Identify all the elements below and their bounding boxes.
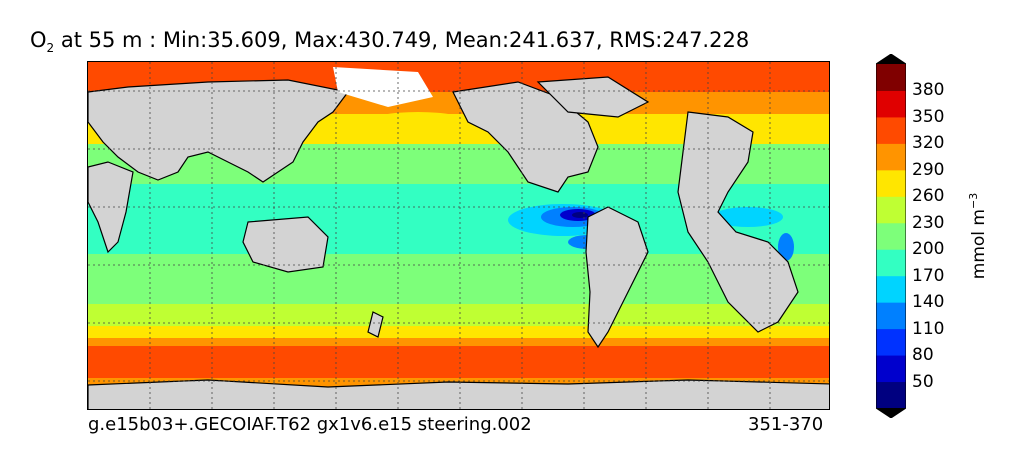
colorbar-swatch — [876, 90, 906, 118]
title-variable: O — [30, 28, 47, 52]
colorbar-tick-label: 350 — [912, 106, 945, 127]
south-america — [585, 206, 649, 349]
colorbar-tick-label: 290 — [912, 159, 945, 180]
colorbar-max-extend — [876, 54, 906, 64]
africa-east — [88, 161, 134, 254]
colorbar-swatch — [876, 381, 906, 409]
unit-exponent: −3 — [967, 192, 981, 209]
years-label: 351-370 — [748, 414, 824, 435]
colorbar-unit-label: mmol m−3 — [967, 193, 989, 279]
colorbar-swatch — [876, 143, 906, 171]
graticule — [88, 62, 829, 409]
new-zealand — [367, 311, 384, 338]
colorbar-tick-label: 50 — [912, 371, 934, 392]
colorbar-swatch — [876, 355, 906, 383]
title-subscript: 2 — [46, 41, 55, 56]
colorbar-tick-label: 140 — [912, 292, 945, 313]
title-stats: at 55 m : Min:35.609, Max:430.749, Mean:… — [54, 28, 750, 52]
australia — [242, 216, 329, 273]
colorbar-swatch — [876, 222, 906, 250]
eurasia — [88, 79, 350, 183]
colorbar-swatch — [876, 249, 906, 277]
colorbar-swatch — [876, 302, 906, 330]
colorbar-tick-label: 230 — [912, 212, 945, 233]
plot-title: O2 at 55 m : Min:35.609, Max:430.749, Me… — [30, 28, 749, 55]
sea-ice — [333, 67, 433, 107]
atlantic-omz — [713, 207, 783, 227]
colorbar-tick-label: 80 — [912, 345, 934, 366]
colorbar-swatch — [876, 169, 906, 197]
unit-base: mmol m — [968, 209, 989, 280]
colorbar-swatch — [876, 328, 906, 356]
colorbar-swatch — [876, 116, 906, 144]
colorbar-swatch — [876, 275, 906, 303]
colorbar-min-extend — [876, 408, 906, 418]
greenland — [536, 76, 650, 118]
colorbar-tick-label: 170 — [912, 265, 945, 286]
colorbar-tick-label: 320 — [912, 133, 945, 154]
southern-ocean-band — [88, 346, 829, 378]
colorbar-swatch — [876, 196, 906, 224]
colorbar-swatch — [876, 64, 906, 91]
antarctica — [88, 379, 829, 409]
colorbar-tick-label: 110 — [912, 318, 945, 339]
ocean-oxygen-map — [87, 61, 830, 410]
colorbar — [876, 54, 906, 418]
case-name-label: g.e15b03+.GECOIAF.T62 gx1v6.e15 steering… — [88, 414, 532, 435]
colorbar-tick-label: 200 — [912, 239, 945, 260]
colorbar-tick-label: 380 — [912, 80, 945, 101]
colorbar-tick-label: 260 — [912, 186, 945, 207]
